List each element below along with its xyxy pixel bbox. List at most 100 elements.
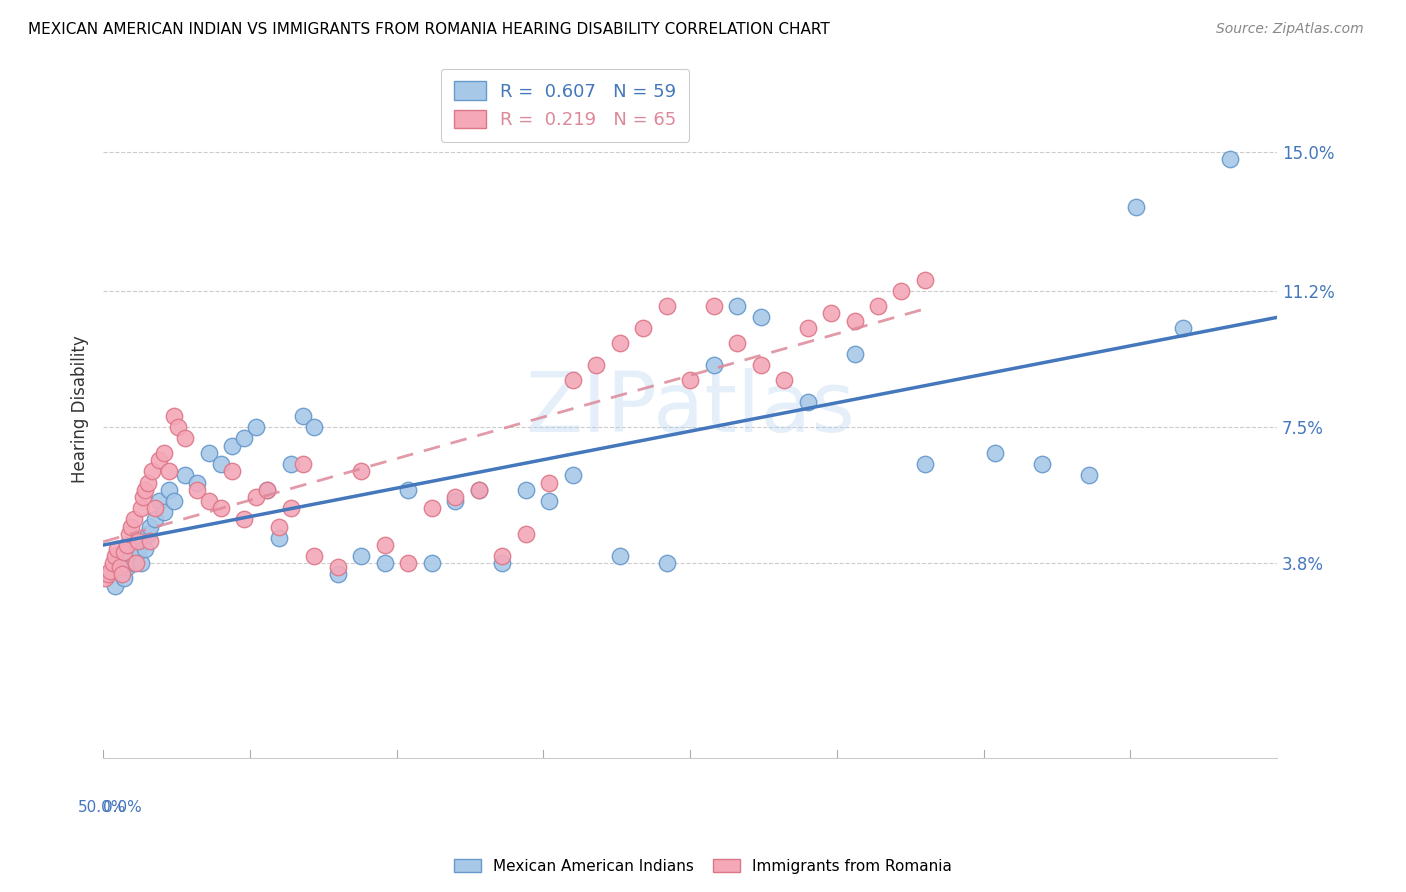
Point bbox=[1173, 321, 1195, 335]
Point bbox=[104, 578, 127, 592]
Point bbox=[186, 483, 208, 497]
Point bbox=[491, 557, 513, 571]
Point bbox=[129, 501, 152, 516]
Point bbox=[844, 347, 866, 361]
Y-axis label: Hearing Disability: Hearing Disability bbox=[72, 335, 89, 483]
Point bbox=[269, 519, 291, 533]
Point bbox=[396, 557, 419, 571]
Point bbox=[515, 483, 537, 497]
Point bbox=[105, 557, 128, 571]
Point bbox=[538, 475, 561, 490]
Point bbox=[350, 465, 373, 479]
Point bbox=[245, 420, 267, 434]
Text: 50.0%: 50.0% bbox=[79, 800, 127, 815]
Point bbox=[866, 299, 889, 313]
Point bbox=[725, 299, 748, 313]
Point bbox=[162, 409, 184, 424]
Point bbox=[444, 494, 467, 508]
Text: ZIPatlas: ZIPatlas bbox=[526, 368, 855, 450]
Point bbox=[125, 541, 148, 556]
Point bbox=[326, 560, 349, 574]
Text: 0.0%: 0.0% bbox=[103, 800, 142, 815]
Point bbox=[197, 494, 219, 508]
Point bbox=[112, 545, 135, 559]
Point bbox=[233, 512, 256, 526]
Point bbox=[132, 534, 155, 549]
Point bbox=[143, 512, 166, 526]
Point bbox=[420, 501, 443, 516]
Point bbox=[148, 494, 170, 508]
Point bbox=[167, 420, 190, 434]
Point bbox=[538, 494, 561, 508]
Point bbox=[890, 285, 912, 299]
Point bbox=[111, 553, 134, 567]
Point bbox=[139, 534, 162, 549]
Point bbox=[221, 439, 243, 453]
Point bbox=[118, 553, 141, 567]
Point bbox=[914, 457, 936, 471]
Point bbox=[233, 431, 256, 445]
Point bbox=[515, 527, 537, 541]
Point bbox=[129, 557, 152, 571]
Point bbox=[350, 549, 373, 563]
Point bbox=[703, 299, 725, 313]
Point bbox=[1219, 152, 1241, 166]
Point bbox=[98, 564, 121, 578]
Point bbox=[280, 501, 302, 516]
Point bbox=[122, 557, 145, 571]
Point bbox=[157, 465, 180, 479]
Point bbox=[631, 321, 654, 335]
Point bbox=[209, 457, 232, 471]
Point bbox=[725, 335, 748, 350]
Point bbox=[326, 567, 349, 582]
Point bbox=[143, 501, 166, 516]
Point bbox=[120, 519, 142, 533]
Point bbox=[197, 446, 219, 460]
Point bbox=[844, 314, 866, 328]
Point bbox=[491, 549, 513, 563]
Point bbox=[585, 358, 607, 372]
Text: Source: ZipAtlas.com: Source: ZipAtlas.com bbox=[1216, 22, 1364, 37]
Point bbox=[162, 494, 184, 508]
Point bbox=[420, 557, 443, 571]
Point bbox=[304, 420, 326, 434]
Point bbox=[174, 431, 197, 445]
Point bbox=[209, 501, 232, 516]
Point bbox=[280, 457, 302, 471]
Point bbox=[122, 512, 145, 526]
Point bbox=[749, 310, 772, 324]
Point bbox=[468, 483, 491, 497]
Point bbox=[773, 373, 796, 387]
Point bbox=[468, 483, 491, 497]
Point bbox=[125, 557, 148, 571]
Point bbox=[256, 483, 278, 497]
Point bbox=[221, 465, 243, 479]
Point bbox=[256, 483, 278, 497]
Point bbox=[153, 505, 176, 519]
Point bbox=[108, 560, 131, 574]
Point bbox=[796, 394, 818, 409]
Point bbox=[134, 541, 156, 556]
Point bbox=[561, 468, 583, 483]
Legend: Mexican American Indians, Immigrants from Romania: Mexican American Indians, Immigrants fro… bbox=[447, 853, 959, 880]
Point bbox=[127, 534, 149, 549]
Point bbox=[609, 335, 631, 350]
Point bbox=[1031, 457, 1053, 471]
Point bbox=[111, 567, 134, 582]
Point bbox=[396, 483, 419, 497]
Point bbox=[115, 560, 138, 574]
Point bbox=[104, 549, 127, 563]
Point bbox=[139, 519, 162, 533]
Point bbox=[112, 571, 135, 585]
Point bbox=[269, 531, 291, 545]
Point bbox=[749, 358, 772, 372]
Point bbox=[136, 475, 159, 490]
Point bbox=[97, 567, 120, 582]
Point bbox=[1125, 200, 1147, 214]
Point bbox=[101, 557, 124, 571]
Point bbox=[120, 549, 142, 563]
Point bbox=[703, 358, 725, 372]
Point bbox=[186, 475, 208, 490]
Point bbox=[914, 273, 936, 287]
Point bbox=[98, 567, 121, 582]
